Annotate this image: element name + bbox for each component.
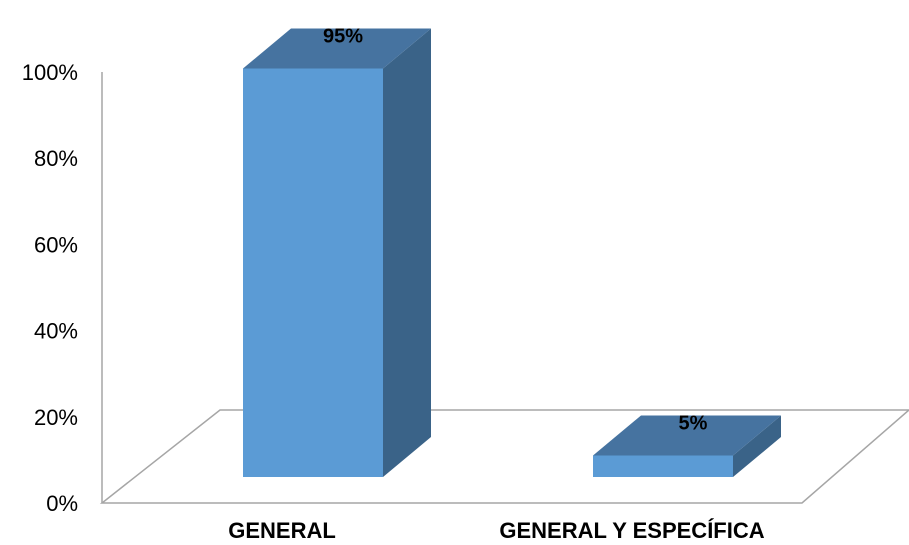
bar [243,28,431,477]
y-tick-label: 40% [34,319,78,344]
bar-top-face [593,415,781,456]
y-axis-ticks: 0% 20% 40% 60% 80% 100% [22,60,78,516]
y-tick-label: 60% [34,232,78,257]
bar-data-label: 95% [323,26,363,48]
y-tick-label: 100% [22,60,78,85]
bar-side-face [383,28,431,477]
x-axis-labels: GENERAL GENERAL Y ESPECÍFICA [228,518,765,543]
bar-front-face [243,68,383,477]
bar-front-face [593,455,733,477]
bars [243,28,781,477]
x-category-label: GENERAL Y ESPECÍFICA [499,518,764,543]
y-tick-label: 80% [34,146,78,171]
data-labels: 95% 5% [323,26,708,435]
bar-data-label: 5% [679,413,708,435]
bar [593,415,781,477]
floor-plane [99,409,909,504]
bar-side-face [733,415,781,477]
chart-floor [99,409,909,504]
y-tick-label: 20% [34,405,78,430]
bar-top-face [243,28,431,69]
x-category-label: GENERAL [228,518,336,543]
y-tick-label: 0% [46,491,78,516]
